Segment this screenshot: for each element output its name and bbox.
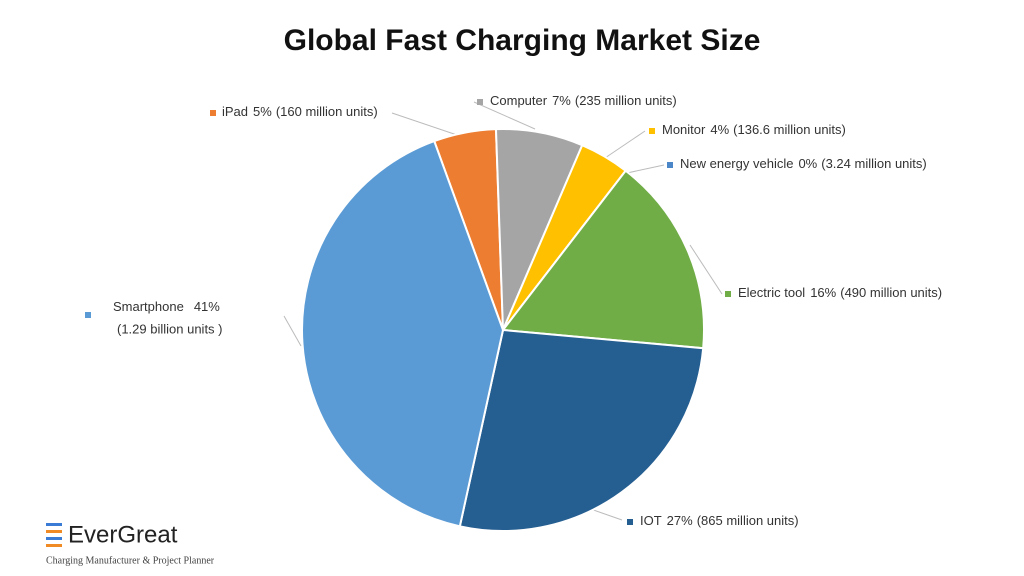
leader-line <box>689 244 723 295</box>
pie-slice <box>501 169 705 350</box>
data-label: iPad 5% (160 million units) <box>222 104 378 119</box>
label-name: Computer <box>490 93 548 108</box>
data-label: Computer 7% (235 million units) <box>490 93 677 108</box>
data-label: Monitor 4% (136.6 million units) <box>662 122 846 137</box>
data-label: IOT 27% (865 million units) <box>640 513 799 528</box>
label-units: (3.24 million units) <box>821 156 927 171</box>
chart-title: Global Fast Charging Market Size <box>284 24 761 57</box>
legend-swatch <box>725 291 731 297</box>
label-units: (1.29 billion units ) <box>117 321 223 336</box>
legend-swatch <box>85 312 91 318</box>
label-value: 0% <box>798 156 817 171</box>
label-units: (136.6 million units) <box>733 122 846 137</box>
legend-swatch <box>667 162 673 168</box>
logo: EverGreat Charging Manufacturer & Projec… <box>46 521 215 566</box>
label-name: Smartphone <box>113 299 184 314</box>
label-name: New energy vehicle <box>680 156 793 171</box>
label-units: (490 million units) <box>840 285 942 300</box>
leader-lines <box>283 101 723 521</box>
label-value: 41% <box>194 299 220 314</box>
logo-bar <box>46 530 62 533</box>
label-name: iPad <box>222 104 248 119</box>
data-label: New energy vehicle 0% (3.24 million units) <box>680 156 927 171</box>
leader-line <box>626 164 665 174</box>
pie-slice <box>458 328 705 532</box>
logo-bar <box>46 537 62 540</box>
label-name: Monitor <box>662 122 706 137</box>
leader-line <box>604 130 646 159</box>
label-value: 4% <box>710 122 729 137</box>
label-value: 7% <box>552 93 571 108</box>
leader-line <box>473 101 536 130</box>
label-units: (235 million units) <box>575 93 677 108</box>
label-value: 5% <box>253 104 272 119</box>
legend-swatch <box>210 110 216 116</box>
label-name: IOT <box>640 513 662 528</box>
logo-bar <box>46 523 62 526</box>
leader-line <box>283 315 302 347</box>
label-name: Electric tool <box>738 285 805 300</box>
data-label: Electric tool 16% (490 million units) <box>738 285 942 300</box>
data-label: Smartphone 41% <box>113 299 220 314</box>
leader-line <box>391 112 461 137</box>
pie-slice <box>301 139 505 528</box>
label-value: 16% <box>810 285 836 300</box>
logo-name: EverGreat <box>68 521 178 548</box>
label-value: 27% <box>667 513 693 528</box>
logo-tagline: Charging Manufacturer & Project Planner <box>46 555 215 566</box>
logo-bar <box>46 544 62 547</box>
legend-swatch <box>649 128 655 134</box>
label-units: (865 million units) <box>697 513 799 528</box>
label-units: (160 million units) <box>276 104 378 119</box>
legend-swatch <box>477 99 483 105</box>
legend-swatch <box>627 519 633 525</box>
